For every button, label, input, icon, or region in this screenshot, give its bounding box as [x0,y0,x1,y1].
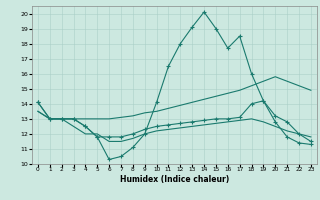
X-axis label: Humidex (Indice chaleur): Humidex (Indice chaleur) [120,175,229,184]
